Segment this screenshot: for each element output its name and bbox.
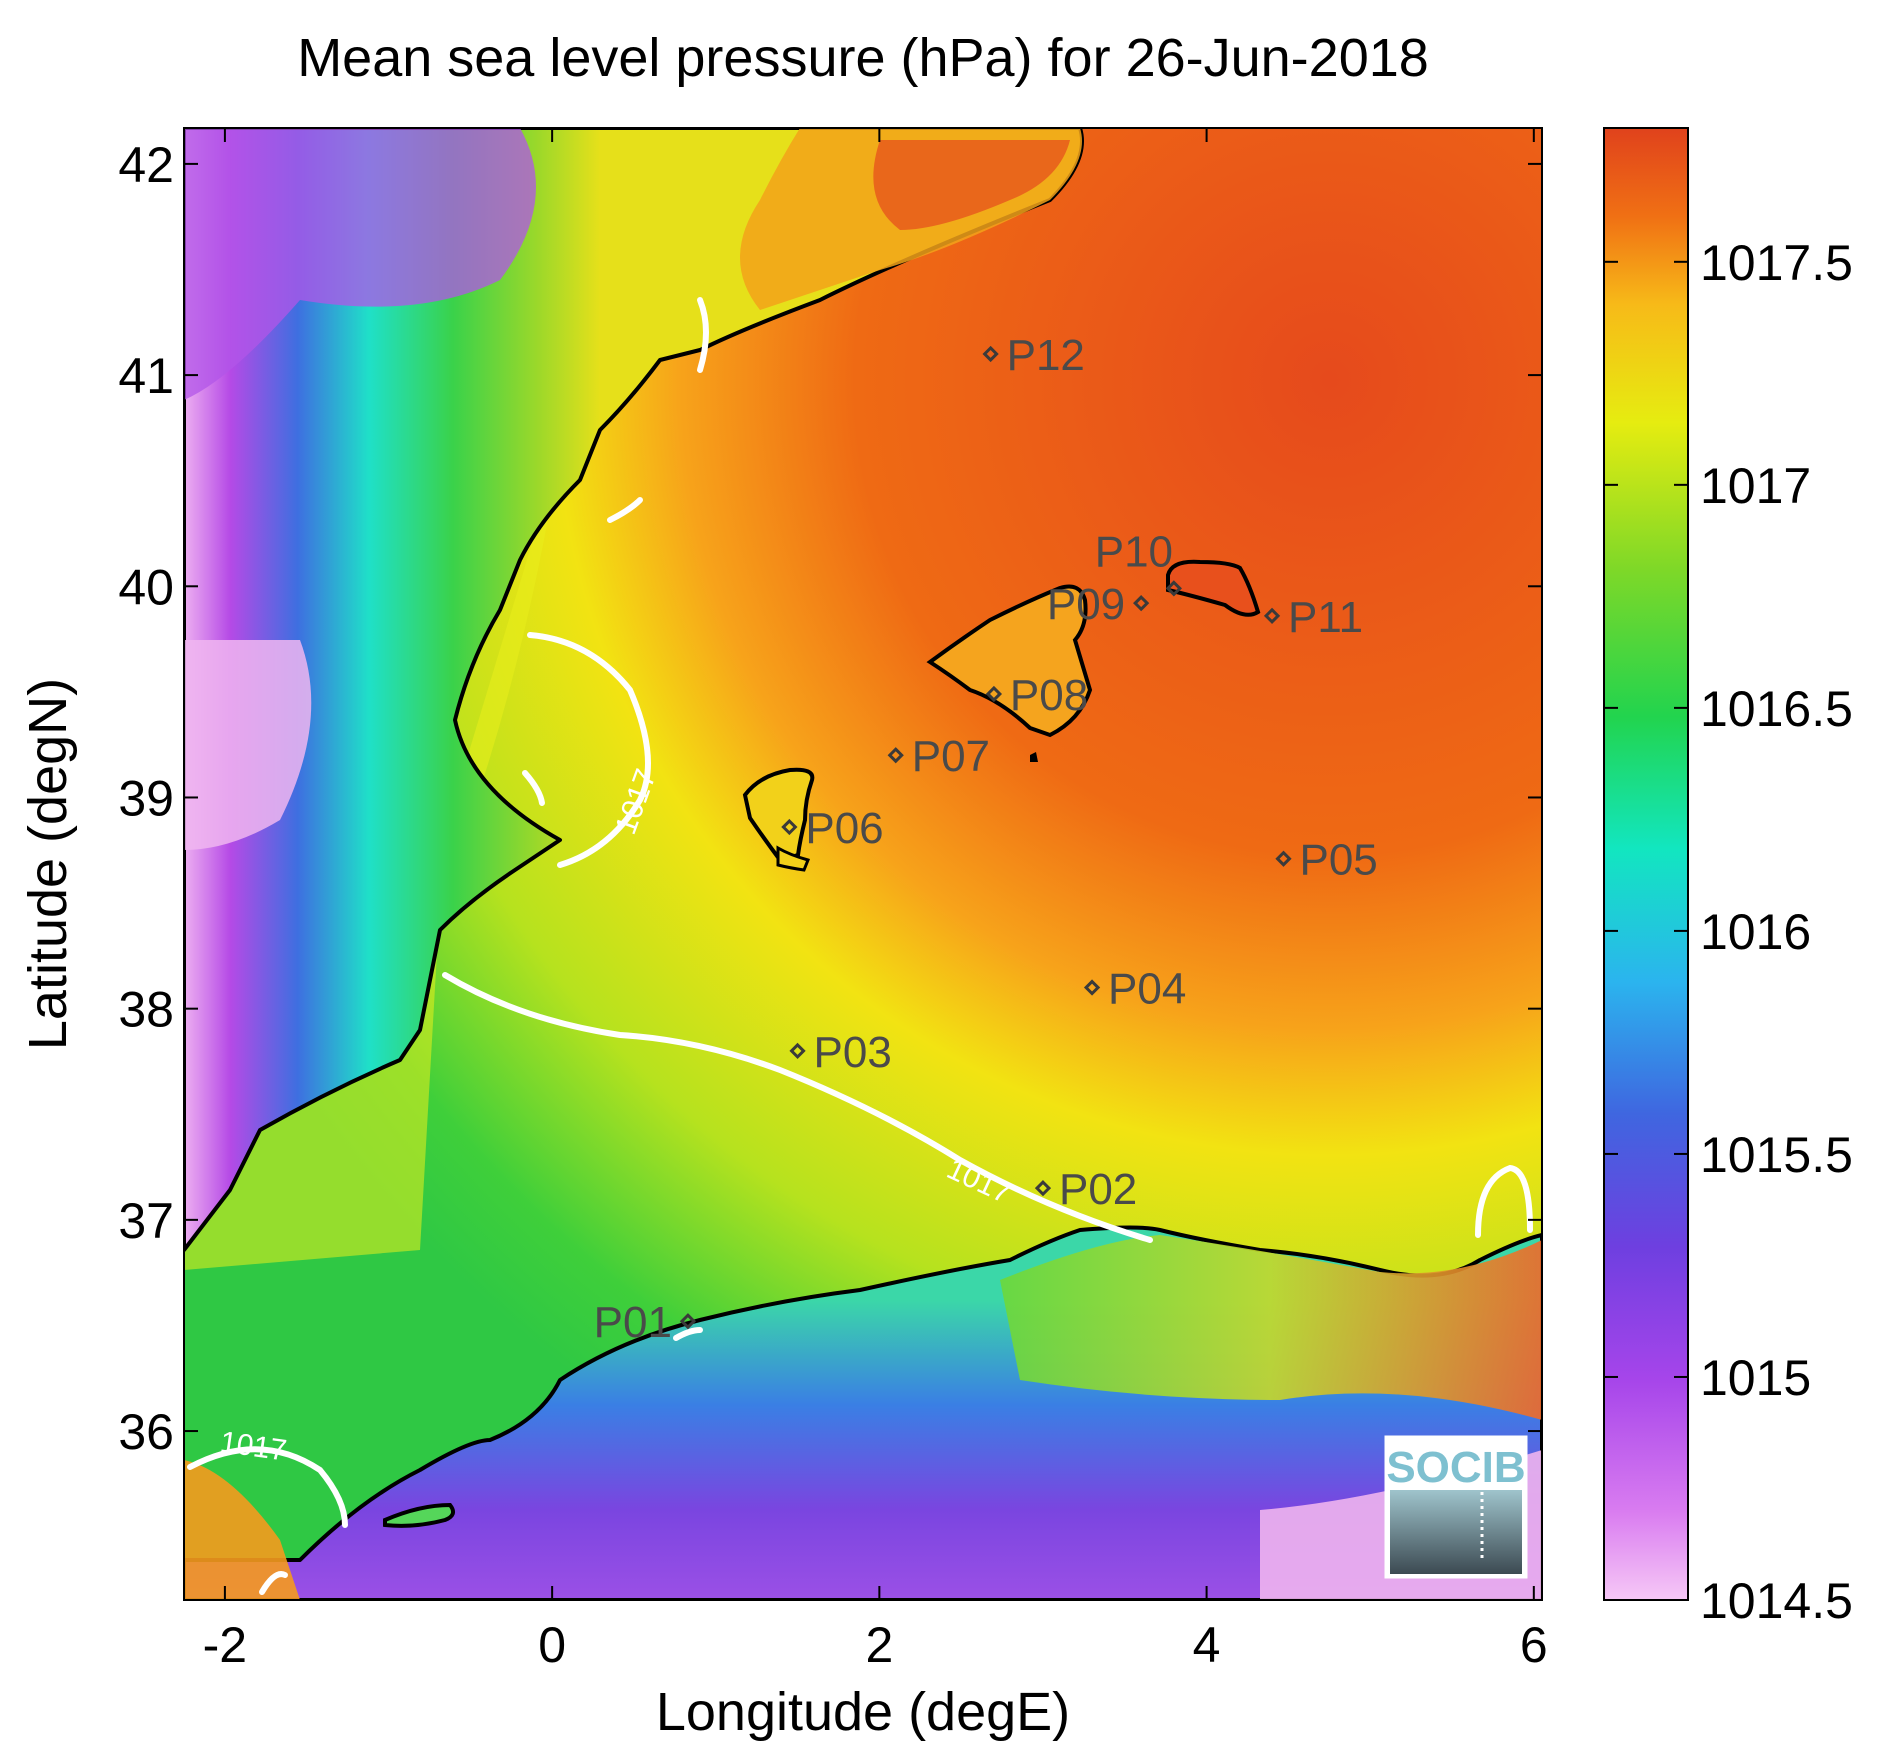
y-tick-label: 38 xyxy=(118,982,174,1038)
x-axis-label: Longitude (degE) xyxy=(656,1682,1070,1742)
contour-1017-valencia xyxy=(527,632,651,868)
station-marker xyxy=(1263,607,1281,624)
station-p11: P11 xyxy=(1263,593,1363,642)
contour-1017-southwest xyxy=(187,1446,348,1528)
station-marker xyxy=(1275,850,1292,867)
x-tick-label: 0 xyxy=(538,1617,566,1673)
station-label: P05 xyxy=(1299,836,1377,885)
y-axis-label: Latitude (degN) xyxy=(18,678,78,1050)
x-tick-label: -2 xyxy=(203,1617,247,1673)
island-ibiza xyxy=(742,767,815,863)
island-formentera xyxy=(776,845,811,872)
station-p07: P07 xyxy=(887,732,990,781)
station-p03: P03 xyxy=(789,1028,892,1077)
colorbar-tick-label: 1017.5 xyxy=(1700,235,1853,291)
station-marker xyxy=(1034,1180,1052,1197)
colorbar-tick-label: 1014.5 xyxy=(1700,1573,1853,1629)
contour-1017 xyxy=(187,297,1533,1595)
plot-frame xyxy=(183,127,1543,1601)
station-marker xyxy=(985,685,1003,703)
contour-1017-p01 xyxy=(673,1327,703,1341)
colorbar-tick-label: 1016 xyxy=(1700,904,1811,960)
colorbar-tick-label: 1017 xyxy=(1700,458,1811,514)
station-p08: P08 xyxy=(985,671,1088,720)
station-marker xyxy=(1133,595,1150,612)
station-p09: P09 xyxy=(1047,580,1150,629)
socib-logo: SOCIB xyxy=(1384,1435,1528,1579)
x-tick-label: 6 xyxy=(1520,1617,1548,1673)
contour-1017-cape xyxy=(522,770,545,806)
y-tick-label: 36 xyxy=(118,1404,174,1460)
land-meseta-purple xyxy=(184,128,536,400)
socib-logo-text: SOCIB xyxy=(1386,1443,1525,1492)
island-alboran xyxy=(383,1502,456,1528)
contour-1017-ebro-b xyxy=(607,497,643,523)
colorbar-ticks: 1014.5 1015 1015.5 1016 1016.5 1017 1017.5 xyxy=(1604,235,1853,1629)
x-tick-label: 4 xyxy=(1193,1617,1221,1673)
station-p04: P04 xyxy=(1083,965,1186,1014)
station-p01: P01 xyxy=(594,1298,697,1347)
station-label: P12 xyxy=(1007,331,1085,380)
land-iberia xyxy=(184,128,1084,1252)
island-mallorca xyxy=(926,584,1093,738)
y-tick-label: 40 xyxy=(118,559,174,615)
station-p12: P12 xyxy=(982,331,1085,380)
y-tick-label: 37 xyxy=(118,1193,174,1249)
land-algeria-east xyxy=(1000,1235,1542,1420)
station-label: P04 xyxy=(1108,965,1186,1014)
station-p10: P10 xyxy=(1095,527,1182,597)
land-catalonia-peak xyxy=(873,140,1070,230)
island-menorca xyxy=(1166,559,1261,617)
contour-1017-southeast xyxy=(1475,1164,1533,1238)
station-p02: P02 xyxy=(1034,1165,1137,1214)
y-axis: 36 37 38 39 40 41 42 xyxy=(118,137,1542,1460)
station-marker xyxy=(982,345,999,363)
contour-1017-sw-small xyxy=(259,1571,288,1595)
land-west-pink xyxy=(184,640,312,850)
station-label: P10 xyxy=(1095,527,1173,576)
y-tick-label: 42 xyxy=(118,137,174,193)
colorbar xyxy=(1603,127,1689,1601)
contour-1017-south xyxy=(442,972,1153,1243)
island-cabrera xyxy=(1030,752,1038,762)
station-label: P01 xyxy=(594,1298,672,1347)
station-p05: P05 xyxy=(1275,836,1378,885)
station-marker xyxy=(679,1313,697,1330)
station-label: P07 xyxy=(912,732,990,781)
colorbar-tick-label: 1016.5 xyxy=(1700,681,1853,737)
station-marker xyxy=(789,1042,806,1060)
x-axis: -2 0 2 4 6 xyxy=(203,128,1548,1673)
station-marker xyxy=(781,818,798,836)
land-africa-sw-orange xyxy=(184,1460,300,1600)
station-marker xyxy=(887,747,904,764)
station-label: P03 xyxy=(814,1028,892,1077)
station-marker xyxy=(1083,979,1101,996)
socib-logo-wave xyxy=(1390,1490,1522,1574)
colorbar-tick-label: 1015.5 xyxy=(1700,1127,1853,1183)
map-area: 1017 1017 1017 P01P02P03P04P05P06P07P08P… xyxy=(184,128,1542,1600)
station-label: P09 xyxy=(1047,580,1125,629)
y-tick-label: 41 xyxy=(118,348,174,404)
chart-title: Mean sea level pressure (hPa) for 26-Jun… xyxy=(297,28,1429,88)
station-label: P11 xyxy=(1288,593,1363,642)
y-tick-label: 39 xyxy=(118,770,174,826)
contour-1017-ebro xyxy=(697,297,709,373)
station-marker xyxy=(1165,580,1182,597)
x-tick-label: 2 xyxy=(865,1617,893,1673)
colorbar-tick-label: 1015 xyxy=(1700,1350,1811,1406)
station-label: P02 xyxy=(1059,1165,1137,1214)
station-label: P06 xyxy=(805,804,883,853)
station-label: P08 xyxy=(1010,671,1088,720)
station-p06: P06 xyxy=(781,804,884,853)
